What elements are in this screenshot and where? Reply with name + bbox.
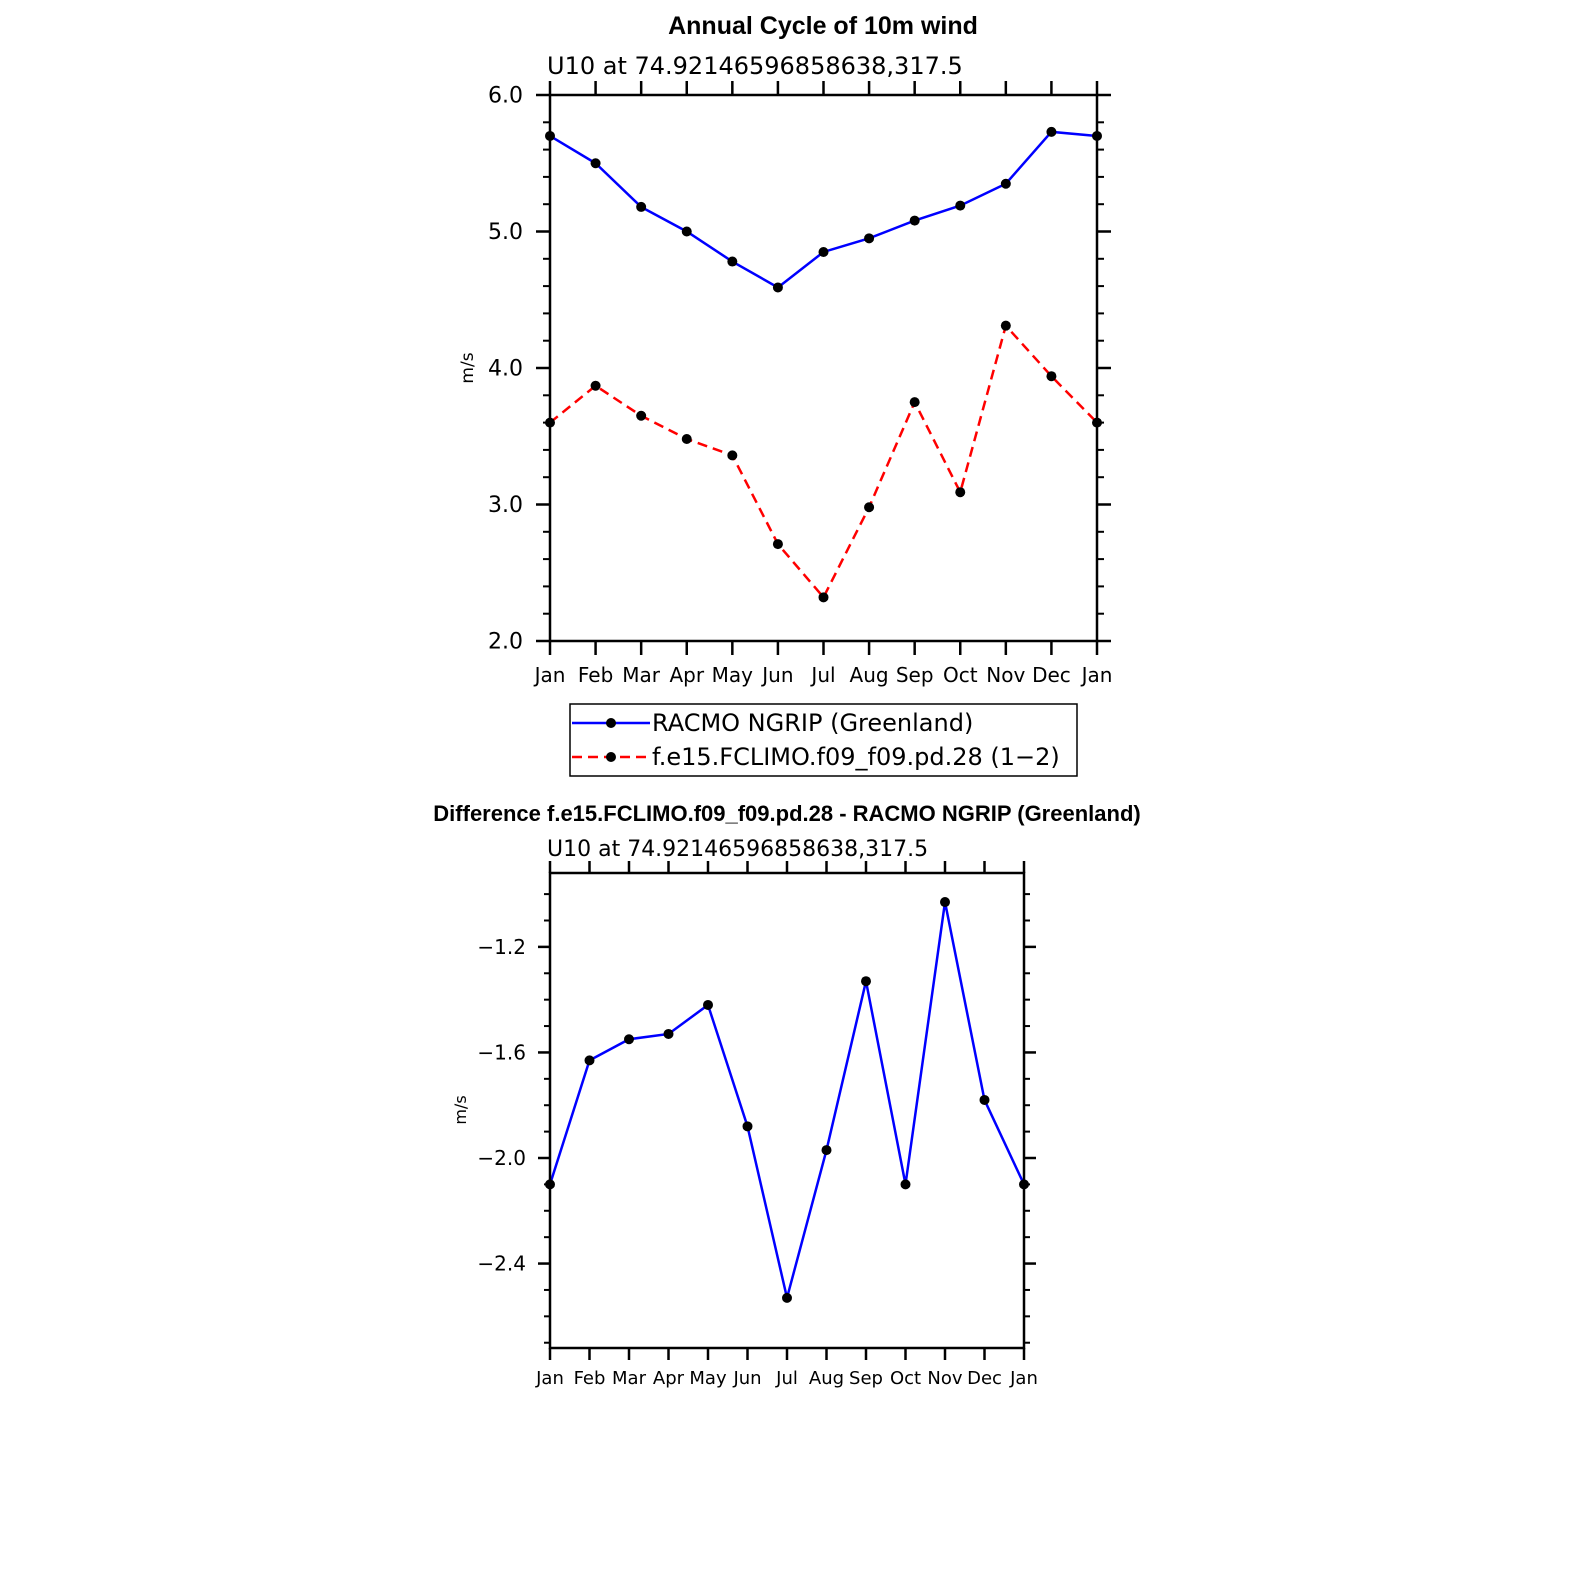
data-point <box>1046 371 1057 382</box>
x-tick-label: Jul <box>775 1368 798 1389</box>
x-tick-label: Jan <box>535 1368 564 1389</box>
y-tick-label: 2.0 <box>488 630 523 655</box>
chart2-series <box>545 897 1029 1303</box>
x-tick-label: Jan <box>1009 1368 1038 1389</box>
data-point <box>590 380 601 391</box>
chart1-legend: RACMO NGRIP (Greenland) f.e15.FCLIMO.f09… <box>569 703 1078 777</box>
x-tick-label: Jul <box>809 663 835 687</box>
x-tick-label: Apr <box>669 663 704 687</box>
x-tick-label: Jun <box>732 1368 761 1389</box>
data-point <box>955 487 966 498</box>
data-point <box>1000 320 1011 331</box>
chart1-series <box>545 126 1102 603</box>
y-tick-label: 4.0 <box>488 357 523 382</box>
data-point <box>727 450 738 461</box>
data-point <box>742 1121 753 1132</box>
chart1-ylabel: m/s <box>458 352 478 383</box>
data-point <box>1046 126 1057 137</box>
x-tick-label: Nov <box>986 663 1025 687</box>
chart2-frame <box>548 871 1026 1350</box>
legend-label-racmo: RACMO NGRIP (Greenland) <box>652 709 973 737</box>
data-point <box>590 158 601 169</box>
data-point <box>940 897 950 908</box>
x-tick-label: Oct <box>943 663 978 687</box>
data-point <box>818 592 829 603</box>
data-point <box>864 502 875 513</box>
x-tick-label: Jun <box>760 663 793 687</box>
chart1-axes: Jan Feb Mar Apr May Jun Jul Aug Sep Oct Nov Dec Jan 2… <box>488 81 1112 687</box>
chart2-ylabel: m/s <box>451 1095 470 1124</box>
data-point <box>772 539 783 550</box>
y-tick-label: −1.6 <box>477 1040 526 1064</box>
data-point <box>681 226 692 237</box>
data-point <box>861 976 871 987</box>
data-point <box>909 215 920 226</box>
data-point <box>772 282 783 293</box>
difference-chart: Difference f.e15.FCLIMO.f09_f09.pd.28 - … <box>433 801 1140 1389</box>
x-tick-label: Oct <box>890 1368 921 1389</box>
x-tick-label: May <box>689 1368 727 1389</box>
data-point <box>703 999 713 1010</box>
x-tick-label: Apr <box>653 1368 685 1389</box>
y-tick-label: 5.0 <box>488 220 523 245</box>
data-point <box>864 233 875 244</box>
data-point <box>909 397 920 408</box>
legend-box <box>569 703 1078 777</box>
y-tick-label: −1.2 <box>477 935 526 959</box>
x-tick-label: Jan <box>533 663 566 687</box>
x-tick-label: Dec <box>967 1368 1002 1389</box>
chart2-title: Difference f.e15.FCLIMO.f09_f09.pd.28 - … <box>433 801 1140 826</box>
series-line-1 <box>549 323 1098 600</box>
data-point <box>584 1055 595 1066</box>
x-tick-label: Mar <box>612 1368 647 1389</box>
data-point <box>955 200 966 211</box>
data-point <box>663 1028 674 1039</box>
y-tick-label: 3.0 <box>488 493 523 518</box>
data-point <box>900 1179 911 1190</box>
x-tick-label: Feb <box>574 1368 606 1389</box>
data-point <box>1000 178 1011 189</box>
x-tick-label: Sep <box>849 1368 883 1389</box>
data-point <box>979 1094 990 1105</box>
x-tick-label: Nov <box>927 1368 962 1389</box>
chart1-subtitle: U10 at 74.92146596858638,317.5 <box>547 52 963 80</box>
annual-cycle-chart: Annual Cycle of 10m wind U10 at 74.92146… <box>458 12 1112 777</box>
data-point <box>636 410 647 421</box>
chart1-frame <box>548 93 1099 643</box>
chart1-title: Annual Cycle of 10m wind <box>668 12 978 40</box>
series-line-0 <box>548 901 1026 1299</box>
chart2-axes: Jan Feb Mar Apr May Jun Jul Aug Sep Oct Nov Dec Jan −… <box>477 861 1038 1389</box>
x-tick-label: Dec <box>1032 663 1071 687</box>
legend-label-model: f.e15.FCLIMO.f09_f09.pd.28 (1−2) <box>652 743 1060 771</box>
data-point <box>624 1034 634 1045</box>
series-line-0 <box>549 130 1098 289</box>
x-tick-label: Mar <box>622 663 661 687</box>
x-tick-label: Aug <box>850 663 889 687</box>
x-tick-label: Aug <box>809 1368 844 1389</box>
x-tick-label: Sep <box>896 663 934 687</box>
legend-marker-model <box>606 752 616 762</box>
data-point <box>681 433 692 444</box>
y-tick-label: 6.0 <box>488 84 523 109</box>
chart2-subtitle: U10 at 74.92146596858638,317.5 <box>547 837 928 862</box>
x-tick-label: Jan <box>1080 663 1113 687</box>
y-tick-label: −2.4 <box>477 1252 526 1276</box>
legend-marker-racmo <box>606 718 616 728</box>
x-tick-label: May <box>712 663 754 687</box>
data-point <box>727 256 738 267</box>
x-tick-label: Feb <box>578 663 613 687</box>
data-point <box>818 246 829 257</box>
data-point <box>636 201 647 212</box>
data-point <box>821 1145 832 1156</box>
data-point <box>782 1292 792 1303</box>
y-tick-label: −2.0 <box>477 1146 526 1170</box>
